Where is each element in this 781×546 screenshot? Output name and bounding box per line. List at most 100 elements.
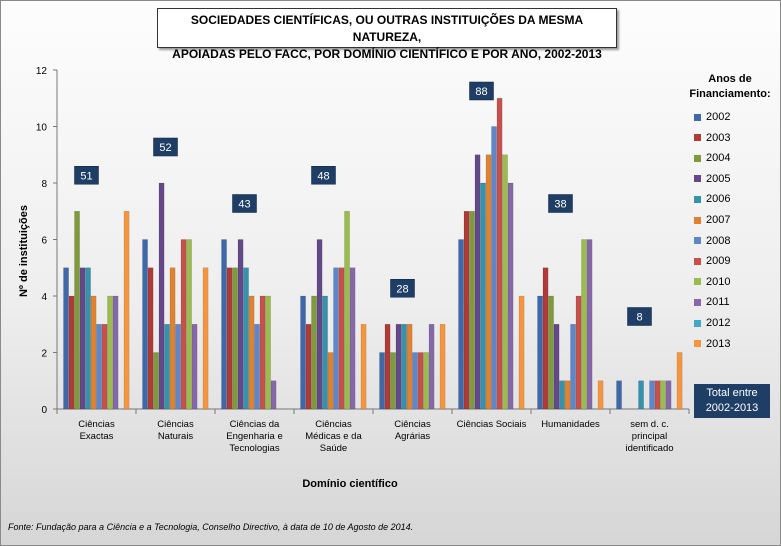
bar-2005-4 — [395, 324, 402, 410]
category-label: sem d. c. — [630, 419, 669, 430]
bar-2008-1 — [175, 324, 181, 410]
bar-2011-7 — [665, 380, 672, 410]
bar-2007-2 — [248, 295, 255, 410]
bar-2013-4 — [439, 324, 446, 410]
bar-2005-0 — [79, 267, 86, 410]
bar-2011-2 — [270, 380, 277, 410]
category-label: Médicas e da — [305, 431, 362, 442]
legend-item-2007: 2007 — [694, 213, 730, 227]
bar-2009-0 — [101, 324, 108, 410]
bar-2013-5 — [518, 295, 525, 410]
bar-2002-6 — [537, 295, 543, 410]
y-tick-label: 8 — [41, 179, 47, 190]
total-legend-box: Total entre 2002-2013 — [694, 384, 770, 418]
legend-label: 2012 — [706, 317, 731, 329]
legend-item-2008: 2008 — [694, 234, 730, 248]
total-badge-label: 43 — [238, 199, 250, 211]
bar-2006-6 — [559, 380, 565, 410]
total-badge-label: 48 — [317, 170, 329, 182]
bar-2010-2 — [265, 295, 271, 410]
category-label: Ciências — [315, 419, 352, 430]
source-note: Fonte: Fundação para a Ciência e a Tecno… — [8, 522, 414, 532]
legend-label: 2002 — [706, 111, 731, 123]
legend-swatch — [694, 113, 701, 121]
total-badge — [548, 194, 573, 213]
bar-2004-3 — [311, 295, 317, 410]
bar-2003-2 — [226, 267, 233, 410]
legend-label: 2011 — [706, 296, 730, 309]
bar-2006-7 — [638, 380, 644, 410]
bar-2011-4 — [428, 324, 435, 410]
bar-2007-4 — [406, 324, 413, 410]
bar-2010-6 — [581, 239, 587, 410]
bar-2008-6 — [570, 324, 576, 410]
bar-2008-3 — [333, 267, 339, 410]
total-badge-label: 88 — [475, 86, 487, 98]
bar-2003-1 — [147, 267, 154, 410]
bar-2010-5 — [502, 154, 508, 410]
bar-2008-5 — [491, 126, 497, 410]
category-label: Exactas — [80, 431, 114, 442]
legend-label: 2006 — [706, 193, 731, 206]
bar-2005-6 — [553, 324, 560, 410]
bar-2005-1 — [158, 182, 165, 410]
category-label: Ciências Sociais — [457, 419, 527, 430]
total-badge — [390, 279, 415, 298]
bar-2013-0 — [123, 211, 130, 410]
bar-2002-5 — [458, 239, 464, 410]
bar-2003-4 — [384, 324, 391, 410]
category-label: principal — [632, 431, 667, 442]
bar-2009-4 — [417, 352, 424, 410]
legend-label: 2013 — [706, 337, 731, 350]
bar-2011-5 — [507, 182, 514, 410]
bar-2008-2 — [254, 324, 260, 410]
bar-2004-5 — [469, 211, 475, 410]
bar-2009-3 — [338, 267, 345, 410]
legend-swatch — [694, 134, 701, 142]
legend-label: 2003 — [706, 131, 731, 144]
bar-2004-0 — [74, 211, 80, 410]
legend-swatch — [694, 237, 701, 245]
bar-2006-2 — [243, 267, 249, 410]
bar-2006-0 — [85, 267, 91, 410]
total-badge — [153, 137, 178, 157]
bar-2013-1 — [202, 267, 209, 410]
bar-2007-6 — [564, 380, 571, 410]
bar-2009-2 — [259, 295, 266, 410]
legend-item-2005: 2005 — [694, 172, 730, 186]
y-tick-label: 12 — [36, 66, 48, 77]
legend-item-2010: 2010 — [694, 275, 730, 289]
bar-2006-3 — [322, 295, 328, 410]
bar-2002-7 — [616, 380, 622, 410]
bar-2008-7 — [649, 380, 655, 410]
bar-2013-6 — [597, 380, 604, 410]
category-label: Agrárias — [395, 431, 431, 442]
bar-2003-0 — [68, 295, 75, 410]
bar-2007-3 — [327, 352, 334, 410]
bar-2008-4 — [412, 352, 418, 410]
y-tick-label: 6 — [41, 236, 47, 247]
bar-2002-3 — [300, 295, 306, 410]
chart-title: SOCIEDADES CIENTÍFICAS, OU OUTRAS INSTIT… — [157, 8, 617, 61]
category-label: identificado — [625, 443, 673, 454]
y-tick-label: 10 — [36, 123, 48, 134]
bar-2010-4 — [423, 352, 429, 410]
legend-swatch — [694, 278, 701, 286]
legend-swatch — [694, 154, 701, 162]
legend-item-2006: 2006 — [694, 192, 730, 206]
bar-2006-1 — [164, 324, 170, 410]
bar-2013-7 — [676, 352, 683, 410]
legend-label: 2010 — [706, 275, 731, 288]
total-badge — [311, 166, 336, 185]
bar-2002-2 — [221, 239, 227, 410]
bar-2011-6 — [586, 239, 593, 410]
chart-title-line-2: APOIADAS PELO FACC, POR DOMÍNIO CIENTÍFI… — [172, 47, 602, 61]
bar-2004-2 — [232, 267, 238, 410]
legend-item-2009: 2009 — [694, 254, 730, 268]
bar-2006-4 — [401, 324, 407, 410]
y-axis-label: Nº de instituições — [18, 204, 30, 298]
total-badge-label: 38 — [554, 199, 566, 211]
legend-swatch — [694, 340, 701, 348]
legend-label: 2004 — [706, 152, 731, 165]
category-label: Humanidades — [541, 419, 600, 430]
